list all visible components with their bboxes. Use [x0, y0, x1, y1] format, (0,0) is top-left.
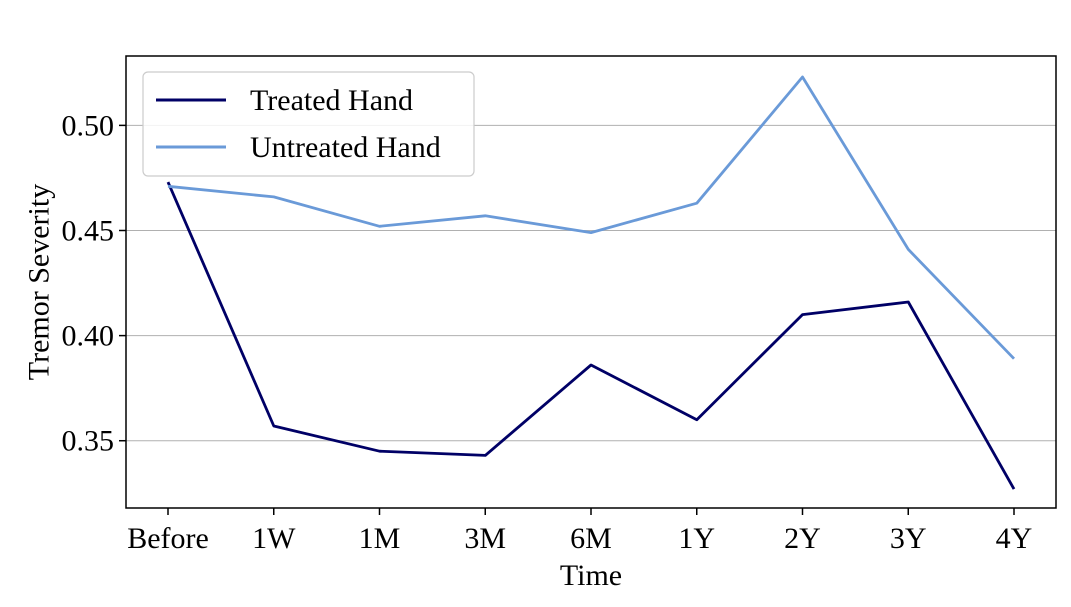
legend-box: [142, 71, 475, 177]
x-tick-label: 1M: [359, 522, 401, 555]
legend-label-untreated-hand: Untreated Hand: [250, 131, 441, 164]
y-tick-label: 0.50: [62, 109, 115, 142]
y-axis-ticks: 0.35 0.40 0.45 0.50: [62, 109, 126, 458]
x-tick-label: 6M: [570, 522, 612, 555]
legend: Treated Hand Untreated Hand: [142, 71, 475, 177]
x-tick-label: Before: [127, 522, 209, 555]
series-line-treated-hand: [166, 181, 1016, 490]
x-tick-label: 4Y: [996, 522, 1033, 555]
y-tick-label: 0.35: [62, 425, 115, 458]
x-tick-label: 1W: [252, 522, 296, 555]
x-tick-label: 3M: [464, 522, 506, 555]
x-tick-label: 3Y: [890, 522, 927, 555]
x-tick-label: 2Y: [784, 522, 821, 555]
series-line-untreated-hand: [167, 75, 1016, 360]
x-axis-ticks: Before 1W 1M 3M 6M 1Y 2Y 3Y 4Y: [127, 508, 1032, 555]
legend-label-treated-hand: Treated Hand: [250, 84, 413, 117]
series-lines: [166, 75, 1016, 490]
x-tick-label: 1Y: [678, 522, 715, 555]
y-tick-label: 0.45: [62, 214, 115, 247]
y-tick-label: 0.40: [62, 320, 115, 353]
y-axis-label: Tremor Severity: [23, 184, 56, 380]
x-axis-label: Time: [560, 559, 622, 592]
